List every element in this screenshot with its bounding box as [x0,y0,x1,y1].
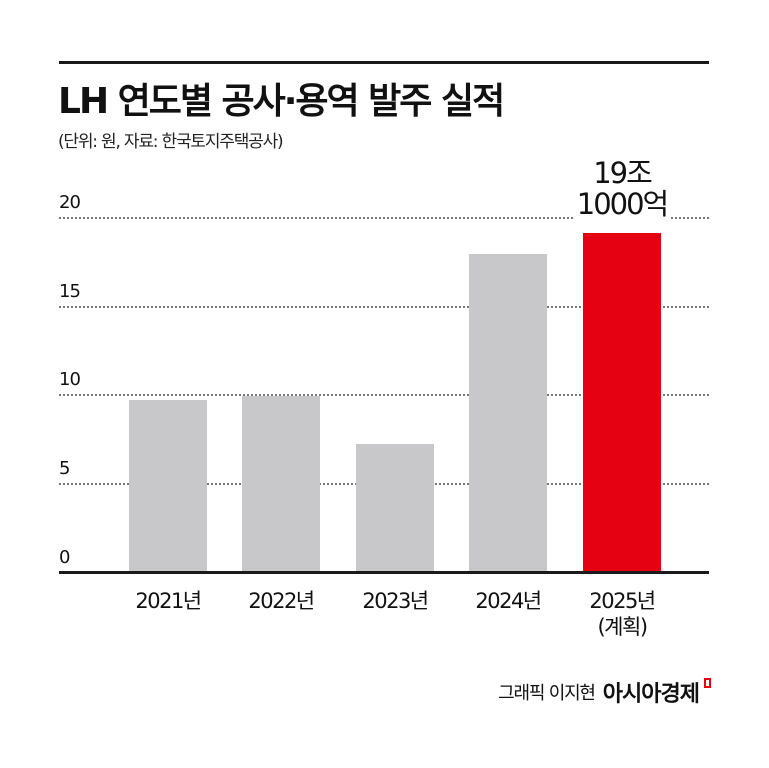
y-tick-5: 5 [59,458,70,479]
chart-title: LH 연도별 공사·용역 발주 실적 [58,81,505,122]
bar-2024 [469,254,547,572]
bar-value-annotation: 19조 1000억 [557,158,687,220]
gridline-10 [59,394,709,396]
chart-subtitle: (단위: 원, 자료: 한국토지주택공사) [58,132,284,152]
brand-mark-icon [704,678,711,688]
graphic-credit: 그래픽 이지현 [498,683,596,704]
x-label-2021: 2021년 [135,589,202,613]
bar-2023 [356,444,434,572]
bar-2025-plan [583,232,661,572]
x-label-2022: 2022년 [248,589,315,613]
x-label-2024: 2024년 [475,589,542,613]
top-rule [59,61,709,64]
x-sublabel-plan: (계획) [597,615,648,639]
annotation-line2: 1000억 [572,189,672,220]
x-label-2025: 2025년 (계획) [589,589,656,639]
y-tick-15: 15 [59,281,81,302]
x-axis-baseline [59,571,709,574]
y-tick-10: 10 [59,369,81,390]
y-tick-20: 20 [59,192,81,213]
brand-logo: 아시아경제 [603,676,711,708]
footer-credit: 그래픽 이지현 아시아경제 [498,676,711,708]
bar-2021 [129,399,207,572]
annotation-line1: 19조 [593,156,653,190]
bar-2022 [242,396,320,572]
x-label-2023: 2023년 [362,589,429,613]
gridline-15 [59,306,709,308]
gridline-20 [59,217,709,219]
y-tick-0: 0 [59,547,70,568]
